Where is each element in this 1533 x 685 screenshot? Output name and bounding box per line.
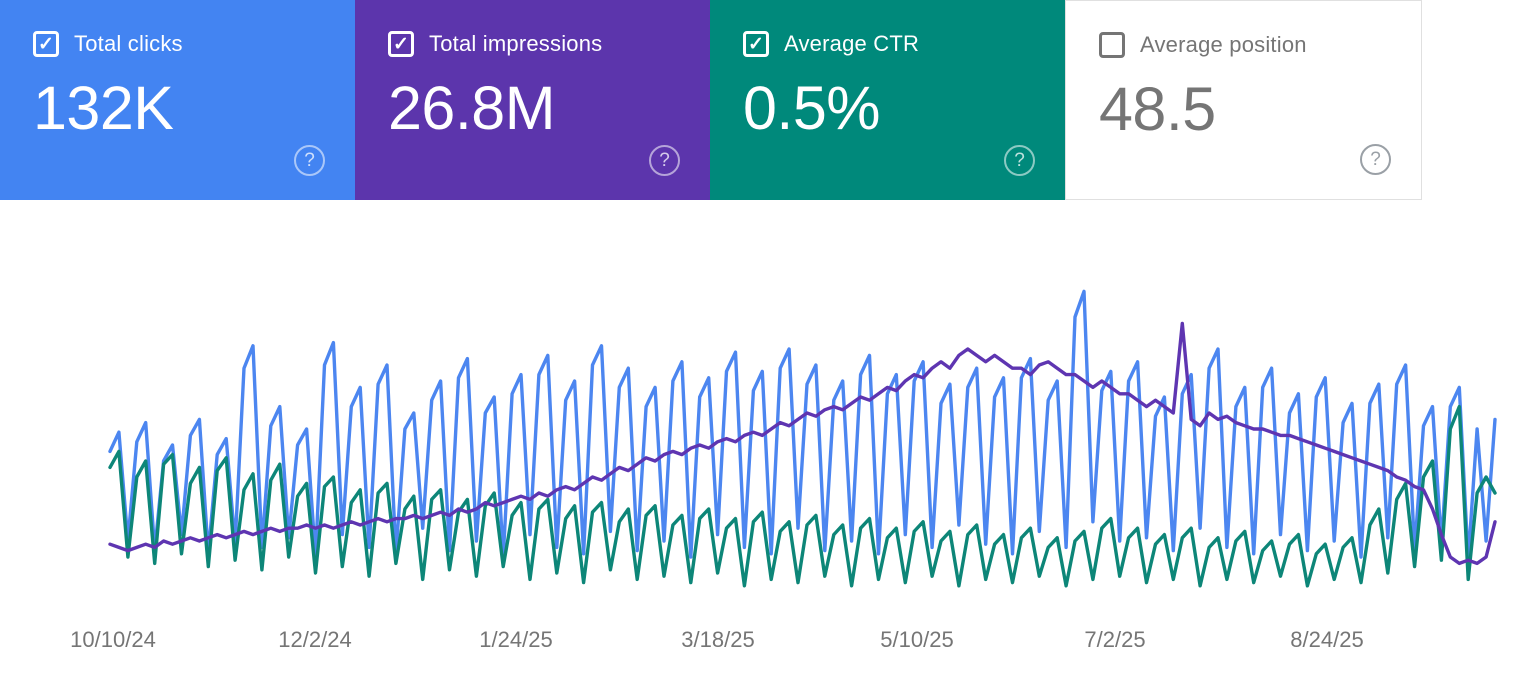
checkmark-icon: ✓ [748, 33, 764, 55]
checkmark-icon: ✓ [393, 33, 409, 55]
x-axis-label: 10/10/24 [70, 627, 156, 652]
x-axis-label: 1/24/25 [479, 627, 553, 652]
total-impressions-checkbox[interactable]: ✓ [388, 31, 414, 57]
help-icon[interactable]: ? [1360, 144, 1391, 175]
metric-card-label: Total clicks [74, 31, 183, 56]
metric-cards: ✓ Total clicks 132K ? ✓ Total impression… [0, 0, 1422, 200]
x-axis-label: 8/24/25 [1290, 627, 1364, 652]
metric-card-label: Average position [1140, 32, 1307, 57]
series-line-total-impressions [108, 321, 1497, 566]
metric-card-label: Average CTR [784, 31, 920, 56]
card-header: ✓ Total clicks [33, 31, 183, 57]
help-icon[interactable]: ? [294, 145, 325, 176]
x-axis-label: 7/2/25 [1084, 627, 1146, 652]
metric-card-total-impressions[interactable]: ✓ Total impressions 26.8M ? [355, 0, 710, 200]
help-icon[interactable]: ? [649, 145, 680, 176]
x-axis-label: 3/18/25 [681, 627, 755, 652]
metric-card-value: 26.8M [388, 74, 556, 142]
metric-card-value: 132K [33, 74, 174, 142]
card-header: ✓ Total impressions [388, 31, 602, 57]
metric-card-value: 48.5 [1099, 75, 1216, 143]
card-header: ✓ Average position [1099, 32, 1307, 58]
series-line-average-ctr [108, 404, 1497, 588]
metric-card-value: 0.5% [743, 74, 881, 142]
metric-card-average-position[interactable]: ✓ Average position 48.5 ? [1065, 0, 1422, 200]
average-ctr-checkbox[interactable]: ✓ [743, 31, 769, 57]
x-axis-label: 5/10/25 [880, 627, 954, 652]
card-header: ✓ Average CTR [743, 31, 919, 57]
help-icon[interactable]: ? [1004, 145, 1035, 176]
x-axis-label: 12/2/24 [278, 627, 352, 652]
average-position-checkbox[interactable]: ✓ [1099, 32, 1125, 58]
x-axis: 10/10/24 12/2/24 1/24/25 3/18/25 5/10/25 7/2/… [0, 627, 1533, 657]
total-clicks-checkbox[interactable]: ✓ [33, 31, 59, 57]
series-line-total-clicks [108, 289, 1497, 562]
metric-card-label: Total impressions [429, 31, 603, 56]
metric-card-total-clicks[interactable]: ✓ Total clicks 132K ? [0, 0, 355, 200]
metric-card-average-ctr[interactable]: ✓ Average CTR 0.5% ? [710, 0, 1065, 200]
checkmark-icon: ✓ [38, 33, 54, 55]
